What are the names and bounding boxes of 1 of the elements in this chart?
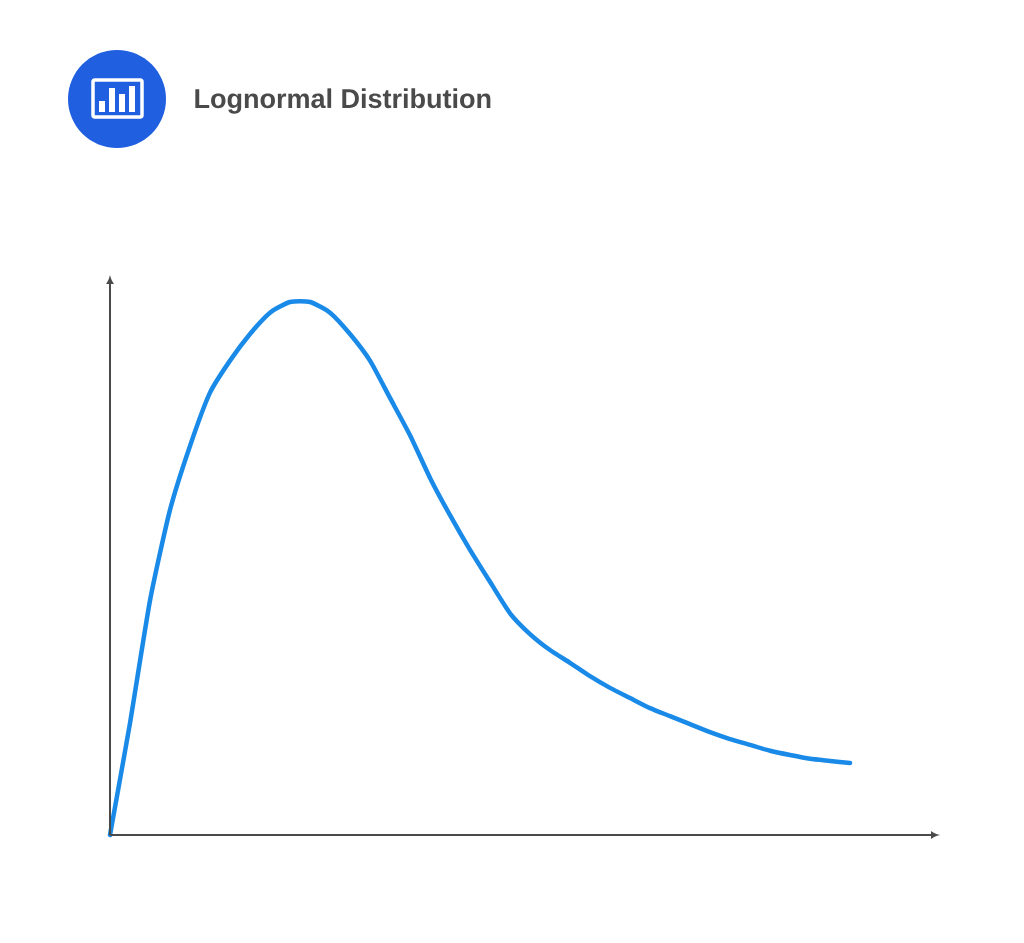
chart-title: Lognormal Distribution bbox=[195, 88, 491, 114]
